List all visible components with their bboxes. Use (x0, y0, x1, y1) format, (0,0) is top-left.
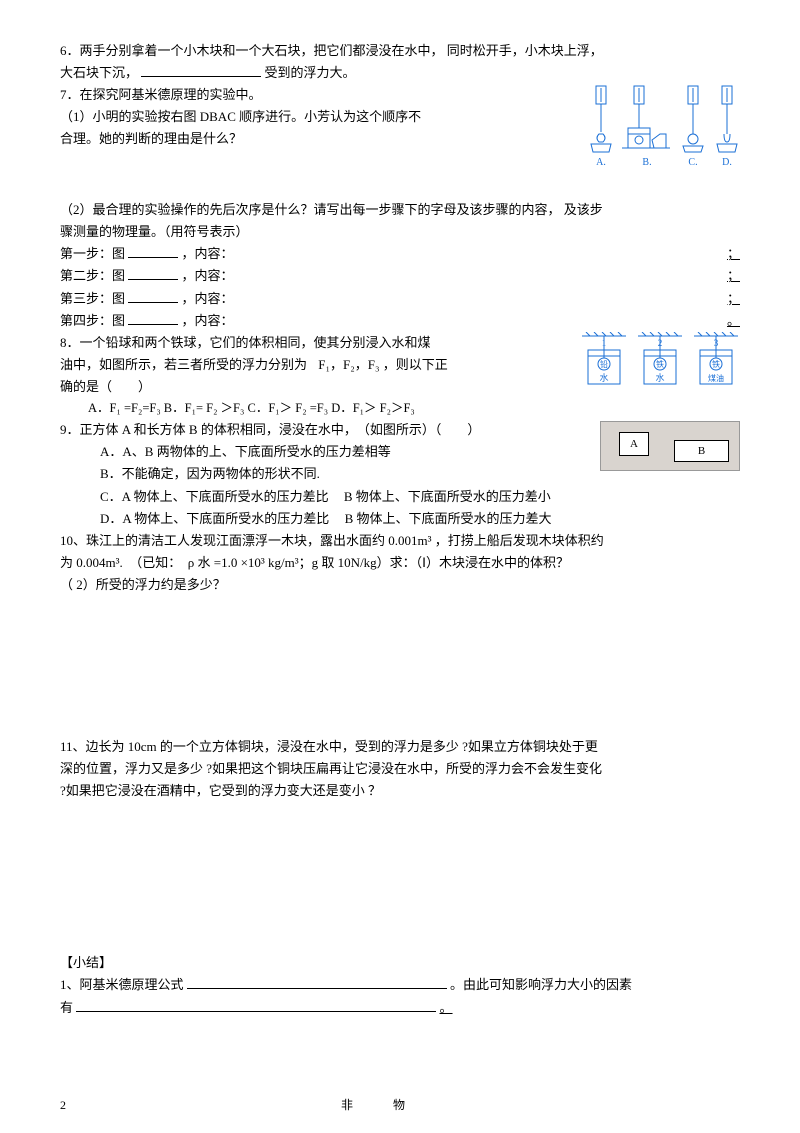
diagram-a: A. (586, 84, 616, 171)
sum-l1a: 1、阿基米德原理公式 (60, 977, 184, 992)
q8-options: A．F₁ =F₂=F₃ B．F₁= F₂ ＞F₃ C．F₁＞ F₂ =F₃ D．… (60, 398, 740, 419)
q6-text-a: 6．两手分别拿着一个小木块和一个大石块，把它们都浸没在水中， (60, 43, 444, 58)
content-label: ，内容： (182, 246, 234, 261)
end-3: ； (727, 288, 740, 310)
step2-label: 第二步：图 (60, 268, 125, 283)
q7-diagrams: A. B. C. D. (586, 84, 740, 171)
footer-spacer (720, 1095, 740, 1115)
diagram-c: C. (678, 84, 708, 171)
spacer (60, 596, 740, 736)
q8-l2a: 油中，如图所示，若三者所受的浮力分别为 (60, 357, 307, 372)
end-4: 。 (727, 310, 740, 332)
q10-line2: 为 0.004m³. （已知： ρ 水 =1.0 ×10³ kg/m³；g 取 … (60, 552, 740, 574)
spring-icon (622, 84, 672, 154)
content-label: ，内容： (182, 313, 234, 328)
summary-blank-1[interactable] (187, 975, 447, 989)
cup-3: 3 铁 煤油 (692, 332, 740, 388)
label-b: B. (642, 154, 651, 171)
q9-opt-c: C．A 物体上、下底面所受水的压力差比 B 物体上、下底面所受水的压力差小 (60, 486, 740, 508)
content-label: ，内容： (182, 291, 234, 306)
spacer (60, 802, 740, 952)
svg-text:煤油: 煤油 (708, 373, 724, 383)
q6-text-c: 大石块下沉， (60, 65, 138, 80)
q10-line3: （ 2）所受的浮力约是多少？ (60, 574, 740, 596)
beaker-icon: 2 铁 水 (638, 332, 682, 388)
step-1: 第一步：图 ，内容： ； (60, 243, 740, 265)
q9-cb: B 物体上、下底面所受水的压力差小 (332, 489, 551, 504)
q9-ca: C．A 物体上、下底面所受水的压力差比 (100, 489, 329, 504)
spacer (60, 171, 740, 199)
q7-p2c: 骤测量的物理量。（用符号表示） (60, 221, 740, 243)
spring-icon (586, 84, 616, 154)
diagram-d: D. (714, 84, 740, 171)
q9-opt-d: D．A 物体上、下底面所受水的压力差比 B 物体上、下底面所受水的压力差大 (60, 508, 740, 530)
summary-line1: 1、阿基米德原理公式 。由此可知影响浮力大小的因素 (60, 974, 740, 996)
sum-l1b: 。由此可知影响浮力大小的因素 (450, 977, 632, 992)
content-label: ，内容： (182, 268, 234, 283)
step1-label: 第一步：图 (60, 246, 125, 261)
q6-text-b: 同时松开手，小木块上浮， (447, 43, 603, 58)
svg-text:铁: 铁 (656, 359, 664, 369)
box-b: B (674, 440, 729, 462)
q11-line1: 11、边长为 10cm 的一个立方体铜块，浸没在水中，受到的浮力是多少 ?如果立… (60, 736, 740, 758)
label-a: A. (596, 154, 606, 171)
spring-icon (678, 84, 708, 154)
sum-l2: 有 (60, 1000, 73, 1015)
step4-blank[interactable] (128, 311, 178, 325)
end-1: ； (727, 243, 740, 265)
mid1: 非 (341, 1098, 393, 1112)
cup-2: 2 铁 水 (636, 332, 684, 388)
q6-text-d: 受到的浮力大。 (265, 65, 356, 80)
svg-text:水: 水 (599, 372, 608, 383)
q11-line3: ?如果把它浸没在酒精中，它受到的浮力变大还是变小 ？ (60, 780, 740, 802)
q7-p2: （2）最合理的实验操作的先后次序是什么？请写出每一步骤下的字母及该步骤的内容， … (60, 199, 740, 221)
mid2: 物 (393, 1098, 445, 1112)
sum-end: 。 (440, 1000, 453, 1015)
step-3: 第三步：图 ，内容： ； (60, 288, 740, 310)
step3-label: 第三步：图 (60, 291, 125, 306)
summary-blank-2[interactable] (76, 998, 436, 1012)
step2-blank[interactable] (128, 266, 178, 280)
summary-title: 【小结】 (60, 952, 740, 974)
label-c: C. (688, 154, 697, 171)
svg-text:铅: 铅 (600, 359, 608, 369)
svg-text:铁: 铁 (712, 359, 720, 369)
q7-p2b: 及该步 (564, 202, 603, 217)
spring-icon (714, 84, 740, 154)
q11-line2: 深的位置，浮力又是多少 ?如果把这个铜块压扁再让它浸没在水中，所受的浮力会不会发… (60, 758, 740, 780)
footer-mid: 非物 (66, 1095, 720, 1115)
q9-db: B 物体上、下底面所受水的压力差大 (333, 511, 552, 526)
beaker-icon: 3 铁 煤油 (694, 332, 738, 388)
cup-1: 1 铅 水 (580, 332, 628, 388)
step-4: 第四步：图 ，内容： 。 (60, 310, 740, 332)
q8-diagrams: 1 铅 水 2 铁 水 3 (580, 332, 740, 388)
diagram-b: B. (622, 84, 672, 171)
q6: 6．两手分别拿着一个小木块和一个大石块，把它们都浸没在水中， 同时松开手，小木块… (60, 40, 740, 84)
step4-label: 第四步：图 (60, 313, 125, 328)
page-footer: 2 非物 (60, 1095, 740, 1115)
q7-p2a: （2）最合理的实验操作的先后次序是什么？请写出每一步骤下的字母及该步骤的内容， (60, 202, 561, 217)
q8-l2b: F₁，F₂，F₃ ，则以下正 (310, 357, 448, 372)
beaker-icon: 1 铅 水 (582, 332, 626, 388)
step3-blank[interactable] (128, 289, 178, 303)
svg-text:水: 水 (655, 372, 664, 383)
step-2: 第二步：图 ，内容： ； (60, 265, 740, 287)
label-d: D. (722, 154, 732, 171)
q9-da: D．A 物体上、下底面所受水的压力差比 (100, 511, 329, 526)
summary-line2: 有 。 (60, 997, 740, 1019)
end-2: ； (727, 265, 740, 287)
q6-blank[interactable] (141, 63, 261, 77)
step1-blank[interactable] (128, 244, 178, 258)
q10-line1: 10、珠江上的清洁工人发现江面漂浮一木块，露出水面约 0.001m³ ，打捞上船… (60, 530, 740, 552)
q9-diagram: A B (600, 421, 740, 471)
box-a: A (619, 432, 649, 456)
